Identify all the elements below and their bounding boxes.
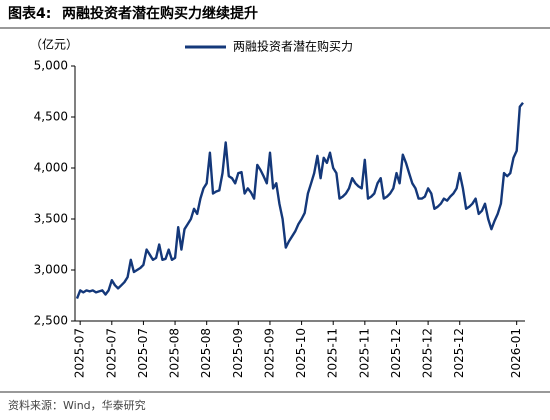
- legend-label: 两融投资者潜在购买力: [233, 39, 353, 54]
- x-tick-label: 2025-12: [389, 328, 403, 378]
- y-tick-label: 3,500: [34, 212, 68, 226]
- y-tick-label: 4,500: [34, 110, 68, 124]
- x-tick-label: 2025-07: [136, 328, 150, 378]
- x-tick-label: 2025-07: [104, 328, 118, 378]
- x-tick-label: 2026-01: [509, 328, 523, 378]
- x-tick-label: 2025-10: [294, 328, 308, 378]
- x-tick-label: 2025-08: [168, 328, 182, 378]
- x-tick-label: 2025-12: [421, 328, 435, 378]
- source: 资料来源：Wind，华泰研究: [8, 398, 146, 412]
- x-tick-label: 2025-11: [357, 328, 371, 378]
- line-series: [75, 101, 524, 300]
- x-tick-label: 2025-11: [326, 328, 340, 378]
- y-tick-label: 2,500: [34, 314, 68, 328]
- y-tick-label: 3,000: [34, 263, 68, 277]
- chart-label: 图表4:: [8, 5, 51, 22]
- y-tick-label: 4,000: [34, 161, 68, 175]
- x-tick-label: 2025-09: [262, 328, 276, 378]
- y-tick-label: 5,000: [34, 59, 68, 73]
- x-tick-label: 2025-07: [73, 328, 87, 378]
- y-unit: （亿元）: [30, 37, 78, 52]
- x-tick-label: 2025-08: [199, 328, 213, 378]
- chart-title: 两融投资者潜在购买力继续提升: [62, 5, 258, 22]
- x-tick-label: 2025-12: [452, 328, 466, 378]
- x-tick-label: 2025-09: [231, 328, 245, 378]
